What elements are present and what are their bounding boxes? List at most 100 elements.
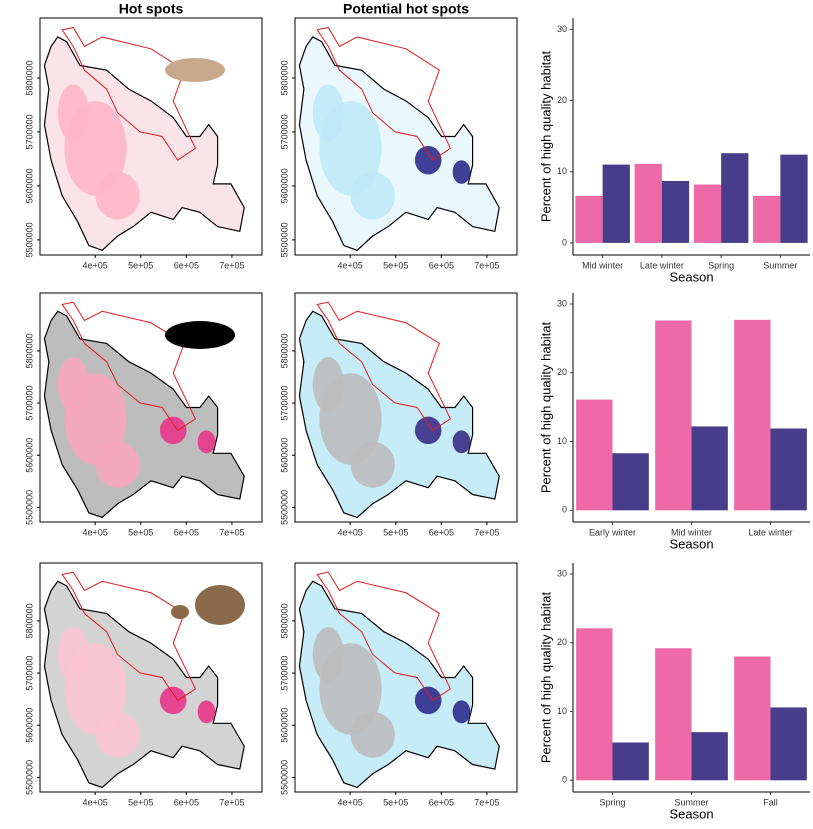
y-tick-label: 30 xyxy=(557,24,567,34)
x-axis-title: Season xyxy=(669,806,713,821)
y-tick-label: 5600000 xyxy=(24,708,34,743)
y-tick-label: 5600000 xyxy=(279,168,289,203)
habitat-patch xyxy=(351,172,395,219)
y-tick-label: 0 xyxy=(562,775,567,785)
habitat-patch xyxy=(453,430,471,453)
bar xyxy=(734,657,770,781)
x-tick-label: 6e+05 xyxy=(174,260,199,270)
y-tick-label: 5700000 xyxy=(279,114,289,149)
x-tick-label: Fall xyxy=(763,797,778,807)
x-tick-label: Summer xyxy=(763,260,797,270)
x-tick-label: Spring xyxy=(599,797,625,807)
bar xyxy=(721,153,748,243)
bar xyxy=(734,320,770,510)
bar xyxy=(603,165,630,243)
y-tick-label: 5700000 xyxy=(24,114,34,149)
habitat-patch xyxy=(415,687,442,714)
bar xyxy=(694,185,721,243)
y-tick-label: 30 xyxy=(557,568,567,578)
bar xyxy=(576,628,612,780)
x-tick-label: 7e+05 xyxy=(474,260,499,270)
y-tick-label: 20 xyxy=(557,367,567,377)
y-tick-label: 5800000 xyxy=(24,60,34,95)
bar xyxy=(613,742,649,780)
habitat-patch xyxy=(58,84,89,141)
bar xyxy=(771,707,807,780)
bar xyxy=(655,648,691,780)
bar xyxy=(780,155,807,243)
x-tick-label: 6e+05 xyxy=(429,527,454,537)
habitat-patch xyxy=(96,442,140,488)
y-tick-label: 10 xyxy=(557,166,567,176)
x-tick-label: 4e+05 xyxy=(338,260,363,270)
y-tick-label: 5700000 xyxy=(24,656,34,691)
x-tick-label: 5e+05 xyxy=(128,260,153,270)
x-tick-label: 6e+05 xyxy=(429,797,454,807)
habitat-patch xyxy=(313,84,344,141)
y-tick-label: 5600000 xyxy=(279,708,289,743)
y-tick-label: 10 xyxy=(557,436,567,446)
x-tick-label: 5e+05 xyxy=(383,797,408,807)
habitat-patch xyxy=(198,700,216,723)
habitat-patch xyxy=(415,146,442,174)
y-tick-label: 5800000 xyxy=(279,333,289,368)
habitat-patch xyxy=(351,442,395,488)
x-tick-label: 6e+05 xyxy=(174,527,199,537)
bar xyxy=(692,426,728,510)
x-tick-label: 4e+05 xyxy=(83,527,108,537)
x-tick-label: 5e+05 xyxy=(128,797,153,807)
x-tick-label: 7e+05 xyxy=(474,527,499,537)
x-axis-title: Season xyxy=(669,269,713,284)
figure: 4e+05 5e+05 6e+05 7e+05 5500000 5600000 570000… xyxy=(0,0,813,824)
y-tick-label: 5600000 xyxy=(279,438,289,473)
x-tick-label: 6e+05 xyxy=(174,797,199,807)
habitat-patch xyxy=(415,417,442,444)
x-tick-label: 4e+05 xyxy=(338,797,363,807)
x-tick-label: 7e+05 xyxy=(474,797,499,807)
habitat-patch xyxy=(313,357,344,412)
y-tick-label: 0 xyxy=(562,505,567,515)
x-tick-label: 6e+05 xyxy=(429,260,454,270)
y-tick-label: 5700000 xyxy=(24,386,34,421)
y-tick-label: 20 xyxy=(557,95,567,105)
habitat-patch xyxy=(453,160,471,184)
habitat-patch xyxy=(453,700,471,723)
x-tick-label: Mid winter xyxy=(582,260,623,270)
panel-title: Potential hot spots xyxy=(343,1,469,17)
y-tick-label: 5800000 xyxy=(24,603,34,638)
y-tick-label: 5700000 xyxy=(279,386,289,421)
x-tick-label: 4e+05 xyxy=(83,797,108,807)
y-tick-label: 5500000 xyxy=(24,222,34,257)
bar xyxy=(692,732,728,780)
habitat-patch xyxy=(313,627,344,682)
x-tick-label: 5e+05 xyxy=(128,527,153,537)
habitat-patch xyxy=(198,430,216,453)
habitat-patch xyxy=(96,172,140,219)
y-tick-label: 5600000 xyxy=(24,168,34,203)
wolverine-icon xyxy=(165,321,235,349)
y-tick-label: 5500000 xyxy=(279,760,289,795)
habitat-patch xyxy=(160,687,187,714)
x-tick-label: 5e+05 xyxy=(383,527,408,537)
page: 4e+05 5e+05 6e+05 7e+05 5500000 5600000 570000… xyxy=(0,0,813,829)
habitat-patch xyxy=(96,712,140,758)
x-tick-label: 7e+05 xyxy=(219,797,244,807)
x-axis-title: Season xyxy=(669,536,713,551)
x-tick-label: 5e+05 xyxy=(383,260,408,270)
y-tick-label: 0 xyxy=(562,237,567,247)
y-tick-label: 5500000 xyxy=(24,490,34,525)
y-tick-label: 5500000 xyxy=(279,222,289,257)
x-tick-label: 7e+05 xyxy=(219,527,244,537)
bar xyxy=(576,400,612,511)
y-tick-label: 5500000 xyxy=(279,490,289,525)
bar xyxy=(655,321,691,511)
x-tick-label: Early winter xyxy=(589,527,636,537)
y-tick-label: 5800000 xyxy=(279,60,289,95)
x-tick-label: Late winter xyxy=(748,527,792,537)
bar xyxy=(575,196,602,243)
y-tick-label: 5800000 xyxy=(279,603,289,638)
y-tick-label: 10 xyxy=(557,706,567,716)
y-tick-label: 5700000 xyxy=(279,656,289,691)
y-tick-label: 30 xyxy=(557,298,567,308)
bar xyxy=(613,453,649,510)
